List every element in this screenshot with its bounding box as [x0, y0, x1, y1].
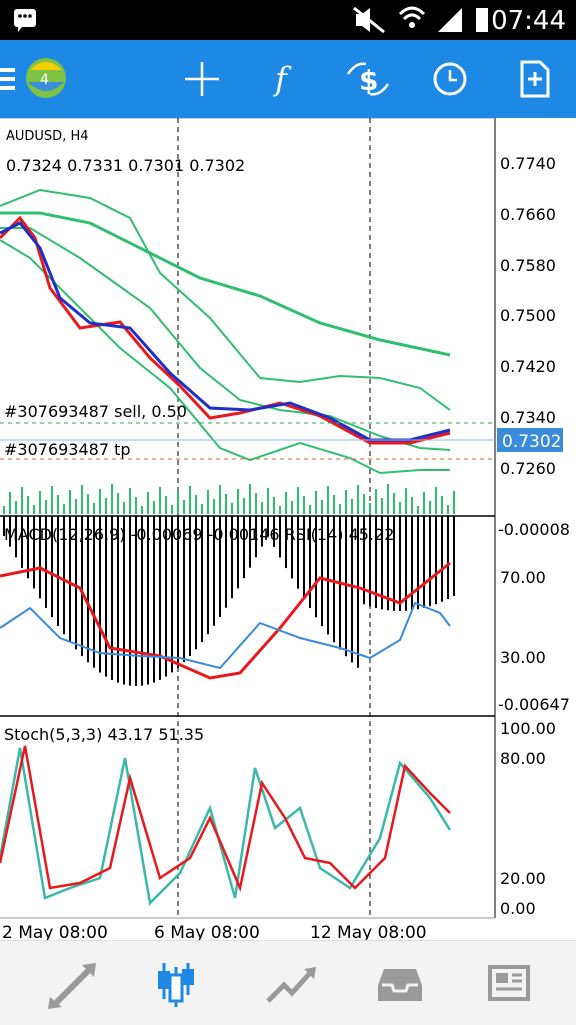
time-axis: 2 May 08:00 6 May 08:00 12 May 08:00 — [2, 923, 427, 940]
stoch-label: Stoch(5,3,3) 43.17 51.35 — [4, 725, 204, 744]
crosshair-icon — [185, 62, 219, 96]
chart-area[interactable]: 0.7302 AUDUSD, H4 0.7324 0.7331 0.7301 0… — [0, 118, 576, 940]
ma-slow-line — [0, 211, 451, 357]
candlestick-chart-icon — [158, 963, 194, 1007]
price-tick: 0.7580 — [500, 256, 556, 275]
tp-label: #307693487 tp — [4, 440, 131, 459]
document-plus-icon — [520, 60, 550, 98]
ma-blue-line — [0, 221, 451, 442]
status-bar: 07:44 — [0, 0, 576, 40]
price-tick: 0.7420 — [500, 357, 556, 376]
bollinger-upper — [0, 188, 451, 411]
price-tick: 0.7740 — [500, 154, 556, 173]
macd-tick: -0.00647 — [498, 695, 570, 714]
function-f-icon: f — [273, 60, 292, 98]
arrows-updown-icon — [48, 963, 96, 1009]
stoch-tick: 80.00 — [500, 749, 546, 768]
cell-signal-icon — [438, 8, 462, 32]
signal-icons — [398, 6, 488, 32]
stoch-tick: 100.00 — [500, 719, 556, 738]
history-nav[interactable] — [344, 941, 459, 1025]
status-icons — [14, 6, 385, 34]
wifi-icon — [398, 6, 426, 28]
time-tick: 12 May 08:00 — [310, 923, 427, 940]
rsi-line — [0, 601, 451, 670]
symbol-label: AUDUSD, H4 — [6, 129, 89, 144]
price-axis: 0.7740 0.7660 0.7580 0.7500 0.7420 0.734… — [500, 154, 556, 478]
ma-red-line — [0, 215, 451, 445]
macd-axis: -0.00008 70.00 30.00 -0.00647 — [498, 520, 570, 714]
symbol-button[interactable]: $ — [328, 40, 408, 118]
stoch-tick: 20.00 — [500, 869, 546, 888]
news-nav[interactable] — [452, 941, 567, 1025]
status-time: 07:44 — [491, 6, 566, 36]
newspaper-icon — [488, 965, 530, 1001]
svg-text:4: 4 — [40, 72, 49, 88]
hamburger-menu-icon — [0, 68, 15, 90]
trade-nav[interactable] — [230, 941, 345, 1025]
bollinger-lower — [0, 239, 450, 475]
stoch-main-line — [0, 747, 452, 906]
current-price-label: 0.7302 — [502, 432, 561, 452]
new-order-button[interactable] — [494, 40, 574, 118]
timeframe-button[interactable] — [410, 40, 490, 118]
order-label: #307693487 sell, 0.50 — [4, 402, 187, 421]
price-tick: 0.7260 — [500, 459, 556, 478]
battery-icon — [476, 8, 488, 32]
bottom-navigation — [0, 940, 576, 1025]
current-price-badge — [497, 428, 563, 452]
stoch-signal-line — [0, 745, 451, 893]
quotes-nav[interactable] — [10, 941, 125, 1025]
macd-tick: -0.00008 — [498, 520, 570, 539]
time-tick: 2 May 08:00 — [2, 923, 108, 940]
menu-button[interactable]: 4 — [0, 40, 80, 118]
price-tick: 0.7660 — [500, 205, 556, 224]
ohlc-label: 0.7324 0.7331 0.7301 0.7302 — [6, 156, 245, 175]
trend-line-icon — [266, 967, 316, 1003]
price-tick: 0.7500 — [500, 306, 556, 325]
chart-nav[interactable] — [118, 941, 233, 1025]
crosshair-button[interactable] — [162, 40, 242, 118]
macd-signal-line — [0, 561, 451, 680]
price-tick: 0.7340 — [500, 408, 556, 427]
svg-text:$: $ — [359, 64, 378, 97]
stoch-tick: 0.00 — [500, 899, 536, 918]
clock-icon — [433, 62, 467, 96]
macd-tick: 30.00 — [500, 648, 546, 667]
macd-rsi-label: MACD(12,26,9) -0.00069 -0.00146 RSI(14) … — [4, 525, 394, 544]
toolbar: 4 f $ — [0, 40, 576, 118]
dollar-exchange-icon: $ — [346, 62, 390, 97]
macd-tick: 70.00 — [500, 568, 546, 587]
time-tick: 6 May 08:00 — [154, 923, 260, 940]
metatrader-logo: 4 — [26, 58, 66, 98]
indicators-button[interactable]: f — [245, 40, 325, 118]
bbm-icon — [14, 9, 36, 32]
mute-icon — [353, 6, 385, 34]
inbox-tray-icon — [378, 969, 422, 1001]
stoch-axis: 100.00 80.00 20.00 0.00 — [500, 719, 556, 918]
